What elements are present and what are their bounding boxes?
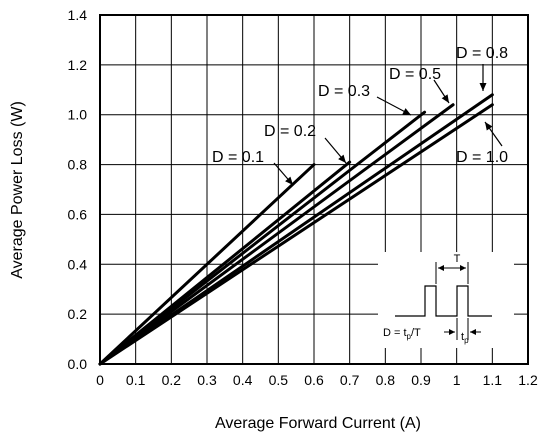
x-tick-label: 1.1 [483, 372, 503, 388]
pulse-inset: T D = tp/T tp [378, 252, 514, 348]
x-tick-label: 0.5 [269, 372, 289, 388]
series-label-d-0-8: D = 0.8 [456, 45, 508, 62]
series-label-d-0-2: D = 0.2 [264, 123, 316, 140]
series-line-d-1-0 [98, 103, 494, 366]
leader-arrowhead-d-0-1 [285, 176, 293, 185]
y-axis-title: Average Power Loss (W) [9, 101, 26, 279]
y-tick-label: 0.4 [68, 256, 88, 272]
y-tick-label: 1.2 [68, 57, 88, 73]
period-label: T [454, 253, 461, 265]
series-label-d-0-5: D = 0.5 [389, 66, 441, 83]
x-tick-label: 0.7 [340, 372, 360, 388]
y-tick-label: 0.6 [68, 206, 88, 222]
pulse-width-label: tp [461, 331, 469, 345]
leader-arrowhead-d-1-0 [485, 122, 493, 131]
leader-arrowhead-d-0-3 [402, 108, 411, 115]
x-tick-label: 1.2 [518, 372, 538, 388]
x-tick-label: 0.8 [376, 372, 396, 388]
x-tick-label: 0.3 [197, 372, 217, 388]
series-label-d-0-1: D = 0.1 [212, 149, 264, 166]
series-line-d-0-3 [98, 110, 427, 366]
series-label-d-0-3: D = 0.3 [318, 83, 370, 100]
y-tick-label: 1.4 [68, 7, 88, 23]
pulse-waveform [395, 285, 492, 317]
x-tick-label: 0.9 [411, 372, 431, 388]
series-line-d-0-5 [98, 103, 455, 366]
y-tick-label: 0.8 [68, 157, 88, 173]
x-tick-label: 0.6 [304, 372, 324, 388]
series-annotations: D = 0.1D = 0.2 D = 0.3 D = 0.5 D = 0.8 D = 1… [212, 45, 508, 186]
y-tick-label: 1.0 [68, 107, 88, 123]
leader-arrowhead-d-0-5 [441, 94, 449, 103]
duty-formula: D = tp/T [383, 327, 421, 341]
x-axis-title: Average Forward Current (A) [215, 415, 421, 432]
x-tick-label: 0 [96, 372, 104, 388]
x-tick-label: 0.1 [126, 372, 146, 388]
series-label-d-1-0: D = 1.0 [456, 149, 508, 166]
x-tick-label: 1 [453, 372, 461, 388]
tick-labels: 0 0.1 0.2 0.3 0.4 0.5 0.6 0.7 0.8 0.9 1 1.1 1.2 0.0 0.… [68, 7, 538, 388]
leader-arrowhead-d-0-8 [479, 83, 487, 91]
x-tick-label: 0.2 [162, 372, 182, 388]
y-tick-label: 0.2 [68, 306, 88, 322]
x-tick-label: 0.4 [233, 372, 253, 388]
y-tick-label: 0.0 [68, 356, 88, 372]
leader-arrowhead-d-0-2 [338, 154, 346, 163]
plot-frame [99, 14, 529, 365]
series-lines [98, 93, 494, 366]
series-line-d-0-1 [98, 163, 316, 366]
